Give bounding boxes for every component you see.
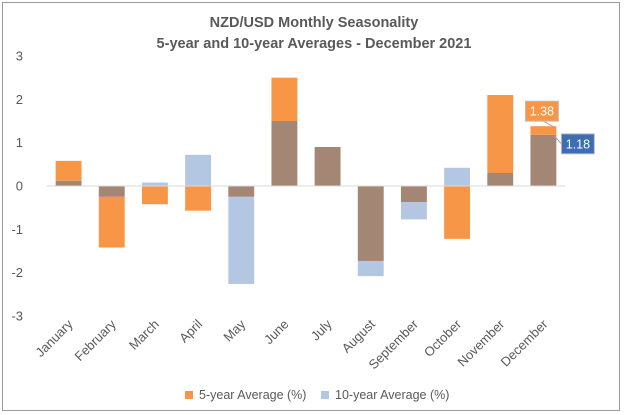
- callout-leader-line: [553, 135, 562, 145]
- legend: 5-year Average (%) 10-year Average (%): [185, 388, 449, 402]
- bar-5-year-january: [55, 160, 82, 181]
- y-tick-label: -1: [11, 222, 23, 237]
- bar-overlap-november: [487, 173, 514, 186]
- x-tick-label: December: [498, 316, 551, 369]
- chart-title-line2: 5-year and 10-year Averages - December 2…: [157, 36, 472, 52]
- y-tick-label: 2: [16, 92, 23, 107]
- chart-frame: NZD/USD Monthly Seasonality 5-year and 1…: [2, 2, 620, 411]
- bar-10-year-april: [185, 154, 212, 186]
- y-tick-label: -2: [11, 265, 23, 280]
- legend-label-10-year: 10-year Average (%): [335, 388, 449, 402]
- chart-canvas: NZD/USD Monthly Seasonality 5-year and 1…: [11, 15, 595, 402]
- bar-10-year-march: [141, 182, 168, 186]
- bar-5-year-april: [185, 186, 212, 211]
- bar-5-year-february: [98, 196, 125, 248]
- x-tick-label: June: [261, 317, 292, 348]
- x-tick-label: October: [421, 316, 465, 360]
- x-tick-label: July: [308, 316, 335, 343]
- bar-overlap-december: [530, 134, 557, 186]
- y-tick-label: 0: [16, 179, 23, 194]
- legend-swatch-10-year: [321, 391, 329, 399]
- x-tick-label: August: [339, 316, 378, 355]
- y-tick-label: 3: [16, 49, 23, 64]
- callouts: 1.38 1.18: [524, 100, 595, 155]
- bar-5-year-june: [271, 77, 298, 121]
- bar-5-year-march: [141, 186, 168, 205]
- callout-box: [560, 133, 595, 155]
- x-tick-label: April: [176, 316, 205, 345]
- bars: [55, 77, 557, 284]
- legend-swatch-5-year: [185, 391, 193, 399]
- bar-overlap-june: [271, 121, 298, 186]
- bar-10-year-october: [444, 167, 471, 186]
- legend-label-5-year: 5-year Average (%): [199, 388, 306, 402]
- y-tick-label: -3: [11, 309, 23, 324]
- bar-5-year-november: [487, 95, 514, 173]
- callout-box: [524, 100, 559, 122]
- x-tick-label: May: [220, 316, 248, 344]
- y-axis-ticks: 3 2 1 0 -1 -2 -3: [11, 49, 23, 324]
- bar-5-year-october: [444, 186, 471, 239]
- callout-label: 1.38: [530, 105, 554, 119]
- y-tick-label: 1: [16, 135, 23, 150]
- bar-10-year-september: [400, 202, 427, 220]
- bar-10-year-may: [228, 196, 255, 284]
- chart-title-line1: NZD/USD Monthly Seasonality: [210, 15, 419, 31]
- bar-overlap-february: [98, 186, 125, 197]
- bar-10-year-august: [357, 260, 384, 277]
- x-tick-label: February: [71, 316, 119, 364]
- x-tick-label: March: [126, 317, 162, 353]
- bar-overlap-august: [357, 186, 384, 261]
- bar-5-year-december: [530, 126, 557, 135]
- x-tick-label: January: [32, 316, 76, 360]
- bar-overlap-january: [55, 180, 82, 186]
- callout-label: 1.18: [566, 137, 590, 151]
- bar-overlap-may: [228, 186, 255, 197]
- bar-overlap-september: [400, 186, 427, 203]
- bar-overlap-july: [314, 147, 341, 186]
